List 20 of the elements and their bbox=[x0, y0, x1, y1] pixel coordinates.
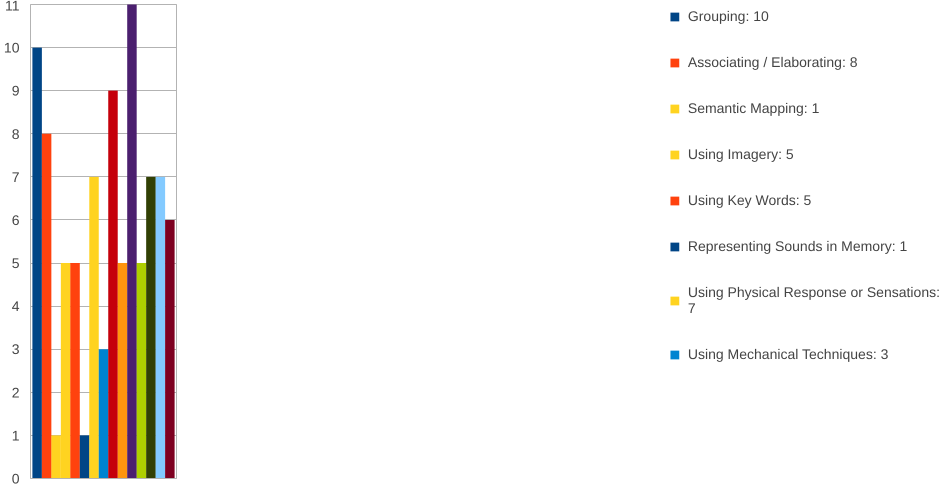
y-tick-label: 11 bbox=[4, 0, 20, 14]
y-tick-label: 7 bbox=[12, 168, 20, 185]
legend-label: Using Imagery: 5 bbox=[688, 146, 794, 162]
legend-label: Associating / Elaborating: 8 bbox=[688, 54, 858, 70]
y-tick-label: 9 bbox=[12, 82, 20, 99]
y-tick-label: 4 bbox=[12, 298, 20, 314]
y-tick-label: 1 bbox=[12, 427, 20, 444]
legend-label: Using Mechanical Techniques: 3 bbox=[688, 346, 888, 362]
legend-label: Using Key Words: 5 bbox=[688, 192, 812, 208]
y-tick-label: 10 bbox=[4, 40, 20, 56]
legend-label: Using Physical Response or Sensations: 7 bbox=[688, 284, 940, 316]
y-tick-label: 8 bbox=[12, 126, 20, 142]
legend-label: Representing Sounds in Memory: 1 bbox=[688, 238, 908, 254]
y-tick-label: 0 bbox=[12, 470, 20, 486]
legend-label: Semantic Mapping: 1 bbox=[688, 100, 820, 116]
y-tick-label: 3 bbox=[12, 341, 20, 358]
y-tick-label: 6 bbox=[12, 212, 20, 228]
legend-label: Grouping: 10 bbox=[688, 8, 769, 24]
y-tick-label: 2 bbox=[12, 384, 20, 400]
y-tick-label: 5 bbox=[12, 255, 20, 272]
